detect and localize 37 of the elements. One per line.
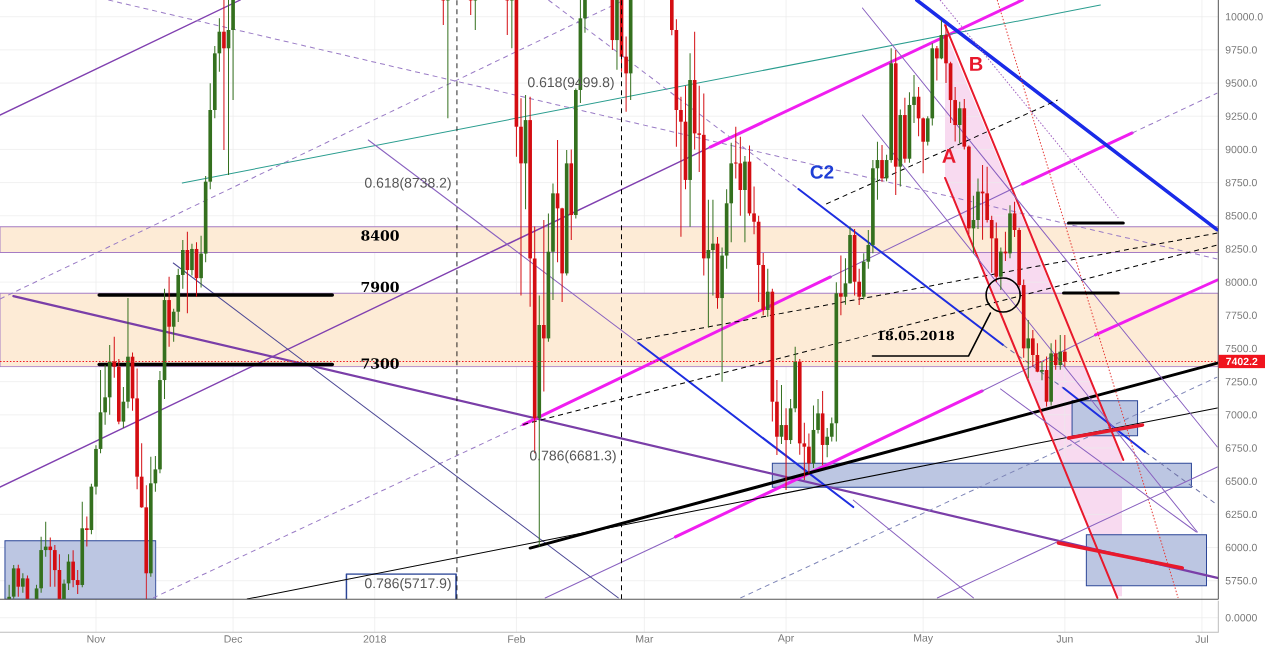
- y-tick-label: 7250.0: [1225, 377, 1257, 386]
- y-tick-label: 8250.0: [1225, 245, 1257, 253]
- annotation: 18.05.2018: [877, 330, 954, 341]
- annotation: 8400: [361, 230, 399, 241]
- y-tick-label: 9250.0: [1225, 112, 1257, 120]
- y-tick-label: 7750.0: [1225, 311, 1257, 320]
- x-tick-label: Jul: [1195, 635, 1208, 643]
- annotation: 7300: [361, 358, 399, 369]
- y-tick-label: 6000.0: [1225, 543, 1257, 552]
- x-tick-label: Mar: [636, 635, 654, 643]
- y-tick-label: 8500.0: [1225, 212, 1257, 220]
- y-tick-label: 9500.0: [1225, 79, 1257, 87]
- annotation: A: [942, 149, 956, 163]
- x-tick-label: Jun: [1056, 635, 1073, 643]
- annotation: 7900: [361, 281, 399, 293]
- x-tick-label: 2018: [363, 635, 386, 643]
- ref-line-label: 7402.2: [1226, 357, 1258, 366]
- y-tick-label: 8000.0: [1225, 278, 1257, 286]
- y-tick-label: 8750.0: [1225, 178, 1257, 187]
- y-tick-label: 9750.0: [1225, 46, 1257, 54]
- y-tick-label: 10000.0: [1226, 13, 1263, 21]
- x-tick-label: Nov: [87, 635, 106, 643]
- y-tick-label: 9000.0: [1225, 145, 1257, 154]
- annotation: B: [970, 57, 983, 71]
- x-tick-label: May: [914, 634, 934, 644]
- y-tick-label: 6250.0: [1225, 510, 1257, 519]
- y-tick-label: 5750.0: [1225, 577, 1257, 585]
- annotation: 0.786(5717.9): [364, 577, 451, 592]
- y-tick-label: 7000.0: [1225, 411, 1257, 419]
- text: 0.0000: [1225, 613, 1257, 622]
- y-tick-label: 7500.0: [1225, 344, 1257, 353]
- x-tick-label: Feb: [508, 635, 526, 643]
- x-tick-label: Apr: [777, 634, 795, 644]
- x-tick-label: Dec: [224, 635, 243, 643]
- annotation: C2: [810, 165, 834, 179]
- y-tick-label: 6750.0: [1225, 444, 1257, 452]
- y-tick-label: 6500.0: [1225, 477, 1257, 485]
